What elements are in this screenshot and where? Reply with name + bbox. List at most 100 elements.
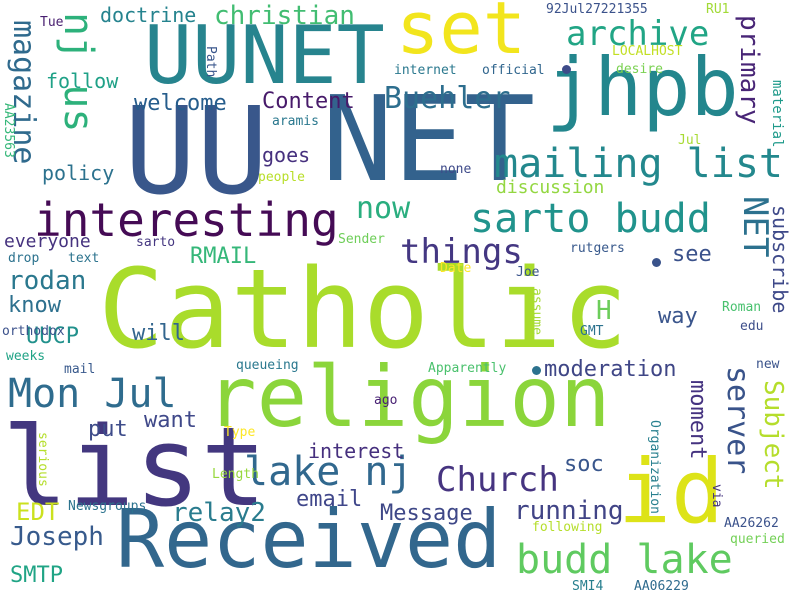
word-people: people [258,170,305,185]
word-localhost: LOCALHOST [612,44,683,59]
word-92jul27221355: 92Jul27221355 [546,2,648,17]
word-church: Church [436,460,559,500]
word-see: see [672,242,712,267]
word-server: server [720,366,755,475]
word-mon-jul: Mon Jul [8,371,177,417]
word-primary: primary [734,15,764,125]
word-message: Message [380,501,473,526]
word-serious: serious [35,432,50,487]
word-id: id [618,440,724,543]
word-smi4: SMI4 [572,579,604,594]
word-ru1: RU1 [706,2,730,17]
word-uunet: UUNET [144,9,385,102]
word-new: new [756,357,780,372]
word-uu: UU [124,83,269,222]
word-email: email [296,487,363,512]
word-mailing-list: mailing list [494,141,783,187]
word-following: following [532,520,603,535]
word-sarto-budd: sarto budd [470,196,711,242]
word-content: Content [262,89,355,114]
word-queried: queried [730,532,785,547]
word-orthodox: orthodox [2,324,65,339]
word-gmt: GMT [580,324,604,339]
word-queueing: queueing [236,358,299,373]
word-joe: Joe [516,265,540,280]
word-policy: policy [42,161,115,185]
word-date: Date [440,261,472,276]
word-assume: assume [529,288,544,335]
word-edu: edu [740,319,764,334]
word-aa26262: AA26262 [724,516,779,531]
word-net-2: NET [735,196,775,258]
word-rodan: rodan [8,266,87,296]
word-via: via [709,484,724,508]
word-relay2: relay2 [172,498,266,528]
word-desire: desire [616,62,663,77]
word-received: Received [116,493,502,586]
dot-marker [532,366,541,375]
word-text: text [68,251,100,266]
word-know: know [8,293,61,318]
word-sender: Sender [338,232,385,247]
word-set: set [396,0,527,70]
word-goes: goes [262,143,311,167]
word-buehler: Buehler [384,81,511,116]
word-christian: christian [214,1,355,31]
dot-marker [562,65,571,74]
word-put: put [88,417,128,442]
word-catholic: Catholic [98,245,628,373]
word-apparently: Apparently [428,361,507,376]
word-aa23563: AA23563 [1,103,16,158]
word-moderation: moderation [544,357,677,382]
word-edt: EDT [16,498,60,526]
word-magazine: magazine [6,20,41,165]
word-subscribe: subscribe [768,205,792,314]
word-organization: Organization [647,420,662,514]
word-follow: follow [46,69,119,93]
word-uucp: UUCP [26,324,79,349]
word-interesting: interesting [34,193,339,247]
word-everyone: everyone [4,231,91,252]
word-discussion: discussion [496,177,605,198]
word-material: material [769,80,785,148]
word-subject: Subject [758,380,788,490]
word-budd-lake: budd lake [516,537,733,583]
word-running: running [514,496,624,526]
word-joseph: Joseph [10,522,104,552]
word-net: NET [322,70,536,208]
dot-marker [652,258,661,267]
word-sarto: sarto [136,235,176,250]
word-tue: Tue [40,15,64,30]
word-aa06229: AA06229 [634,579,689,594]
word-rutgers: rutgers [570,241,625,256]
word-jul: Jul [678,133,702,148]
word-smtp: SMTP [10,563,63,588]
word-drop: drop [8,251,40,266]
word-way: way [658,304,698,329]
word-path: Path [203,46,218,78]
word-list: list [2,403,267,531]
word-none: none [440,162,472,177]
word-newsgroups: Newsgroups [68,499,147,514]
word-archive: archive [566,14,710,54]
word-lake-nj: lake nj [244,449,413,495]
word-jhpb: jhpb [546,41,739,134]
word-rmail: RMAIL [190,244,257,269]
word-nj-us: nj us [55,12,101,133]
word-will: will [132,321,185,346]
word-internet: internet [394,63,457,78]
word-things: things [400,232,523,272]
word-aramis: aramis [272,114,319,129]
word-soc: soc [564,452,604,477]
word-religion: religion [206,348,611,446]
word-h: H [596,296,612,326]
word-type: Type [224,425,256,440]
word-want: want [144,408,197,433]
word-welcome: welcome [134,91,227,116]
word-ago: ago [374,393,398,408]
word-length: Length [212,467,259,482]
word-official: official [482,63,545,78]
word-weeks: weeks [6,349,46,364]
word-moment: moment [685,380,710,460]
